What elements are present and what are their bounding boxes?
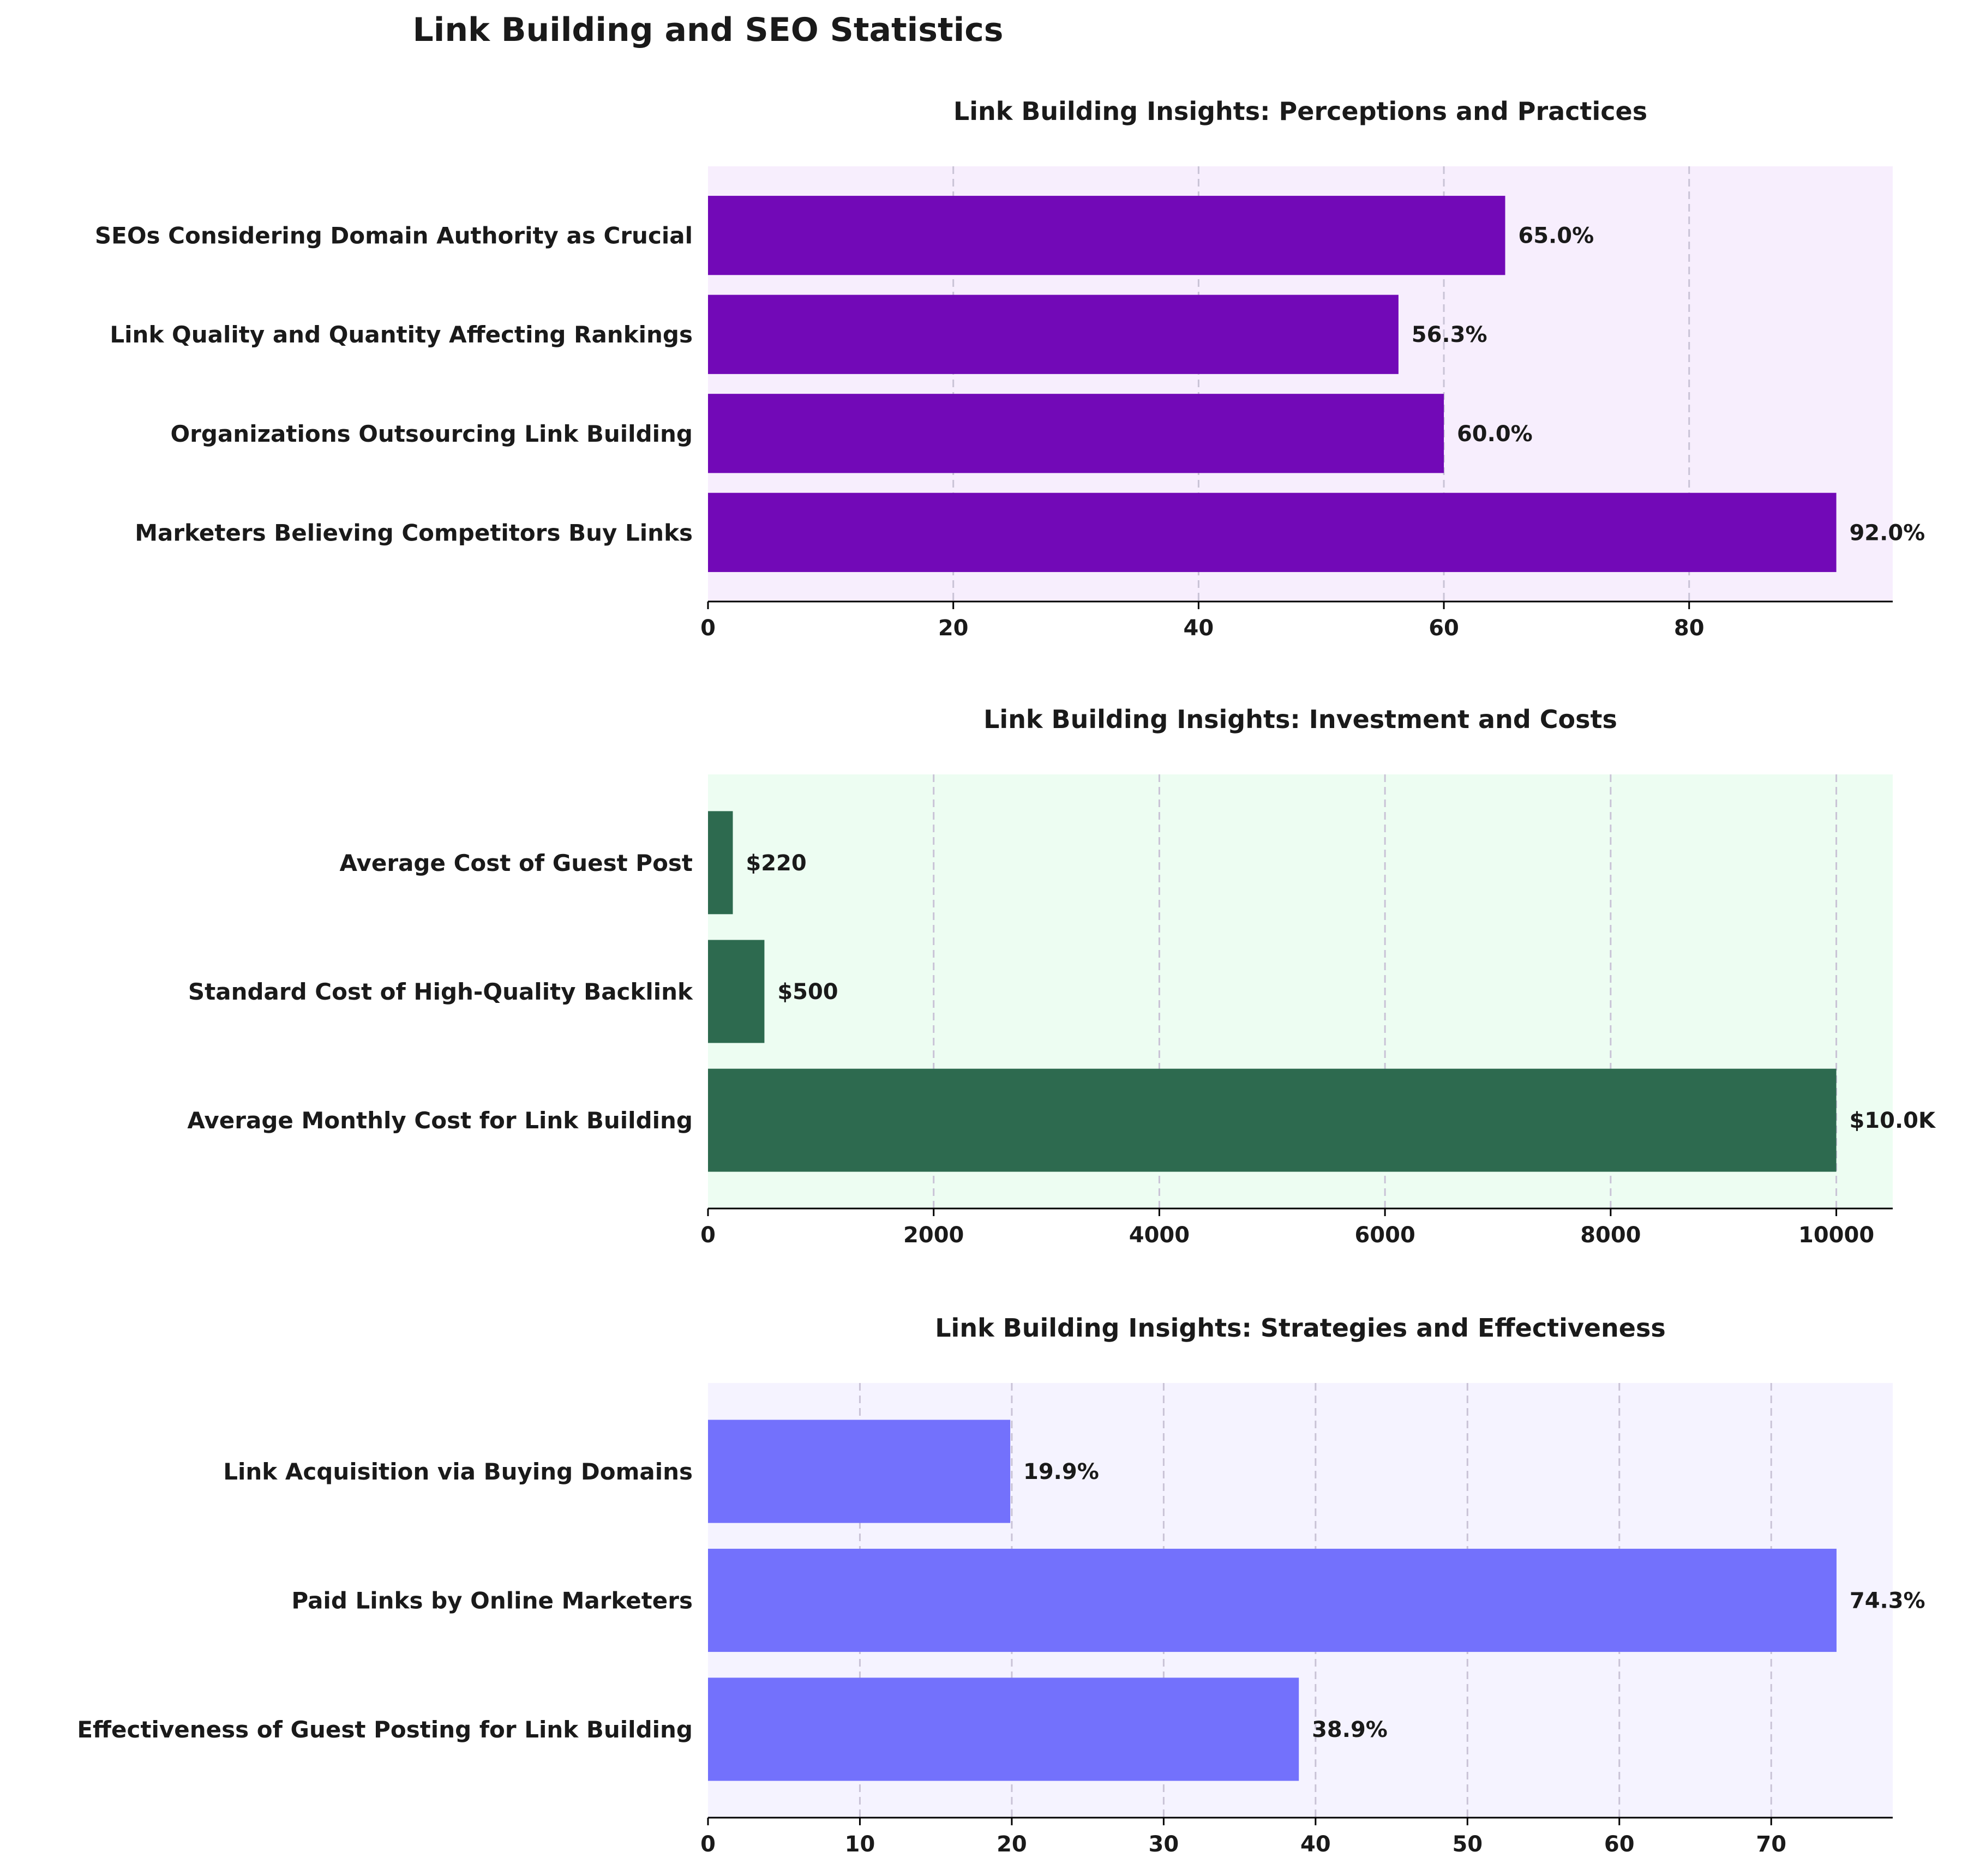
x-tick-label: 40	[1184, 616, 1214, 641]
category-label: SEOs Considering Domain Authority as Cru…	[95, 223, 693, 249]
x-tick-label: 8000	[1580, 1223, 1641, 1248]
value-label: 65.0%	[1518, 224, 1594, 249]
bar	[708, 1548, 1837, 1652]
category-label: Link Acquisition via Buying Domains	[223, 1458, 693, 1485]
category-label: Organizations Outsourcing Link Building	[170, 420, 693, 447]
value-label: 74.3%	[1850, 1589, 1925, 1614]
value-label: $500	[777, 979, 838, 1005]
panel-title: Link Building Insights: Perceptions and …	[953, 97, 1647, 126]
x-tick-label: 60	[1604, 1832, 1635, 1857]
panel-1: Marketers Believing Competitors Buy Link…	[95, 97, 1925, 641]
bar	[708, 196, 1505, 275]
value-label: 19.9%	[1023, 1459, 1099, 1484]
category-label: Effectiveness of Guest Posting for Link …	[77, 1716, 693, 1743]
value-label: 60.0%	[1457, 422, 1533, 447]
panel-title: Link Building Insights: Investment and C…	[983, 705, 1617, 734]
bar	[708, 1420, 1011, 1523]
value-label: $220	[746, 851, 806, 876]
x-tick-label: 30	[1149, 1832, 1179, 1857]
category-label: Paid Links by Online Marketers	[291, 1588, 693, 1614]
category-label: Average Cost of Guest Post	[340, 850, 693, 876]
x-tick-label: 0	[700, 1832, 716, 1857]
panel-2: Average Monthly Cost for Link Building $1…	[187, 705, 1936, 1248]
x-tick-label: 0	[700, 1223, 716, 1248]
value-label: $10.0K	[1849, 1108, 1936, 1133]
x-tick-label: 10	[845, 1832, 875, 1857]
x-tick-label: 4000	[1129, 1223, 1190, 1248]
figure-title: Link Building and SEO Statistics	[413, 11, 1004, 49]
category-label: Marketers Believing Competitors Buy Link…	[135, 519, 693, 546]
category-label: Standard Cost of High-Quality Backlink	[188, 978, 693, 1005]
bar	[708, 1677, 1299, 1781]
category-label: Link Quality and Quantity Affecting Rank…	[110, 321, 693, 348]
value-label: 38.9%	[1312, 1717, 1388, 1742]
bar	[708, 294, 1399, 374]
x-tick-label: 0	[700, 616, 716, 641]
x-tick-label: 10000	[1798, 1223, 1874, 1248]
x-tick-label: 60	[1429, 616, 1459, 641]
x-tick-label: 70	[1756, 1832, 1786, 1857]
category-label: Average Monthly Cost for Link Building	[187, 1107, 693, 1134]
bar	[708, 394, 1444, 473]
value-label: 92.0%	[1849, 520, 1925, 545]
x-tick-label: 20	[938, 616, 969, 641]
bar	[708, 1068, 1837, 1172]
x-tick-label: 40	[1300, 1832, 1331, 1857]
x-tick-label: 2000	[903, 1223, 964, 1248]
bar	[708, 492, 1837, 572]
bar	[708, 811, 733, 915]
x-tick-label: 50	[1452, 1832, 1483, 1857]
panel-3: Effectiveness of Guest Posting for Link …	[77, 1313, 1925, 1857]
x-tick-label: 80	[1674, 616, 1705, 641]
x-tick-label: 6000	[1354, 1223, 1415, 1248]
panel-title: Link Building Insights: Strategies and E…	[935, 1313, 1665, 1343]
bar	[708, 940, 765, 1043]
value-label: 56.3%	[1412, 322, 1487, 347]
x-tick-label: 20	[997, 1832, 1027, 1857]
